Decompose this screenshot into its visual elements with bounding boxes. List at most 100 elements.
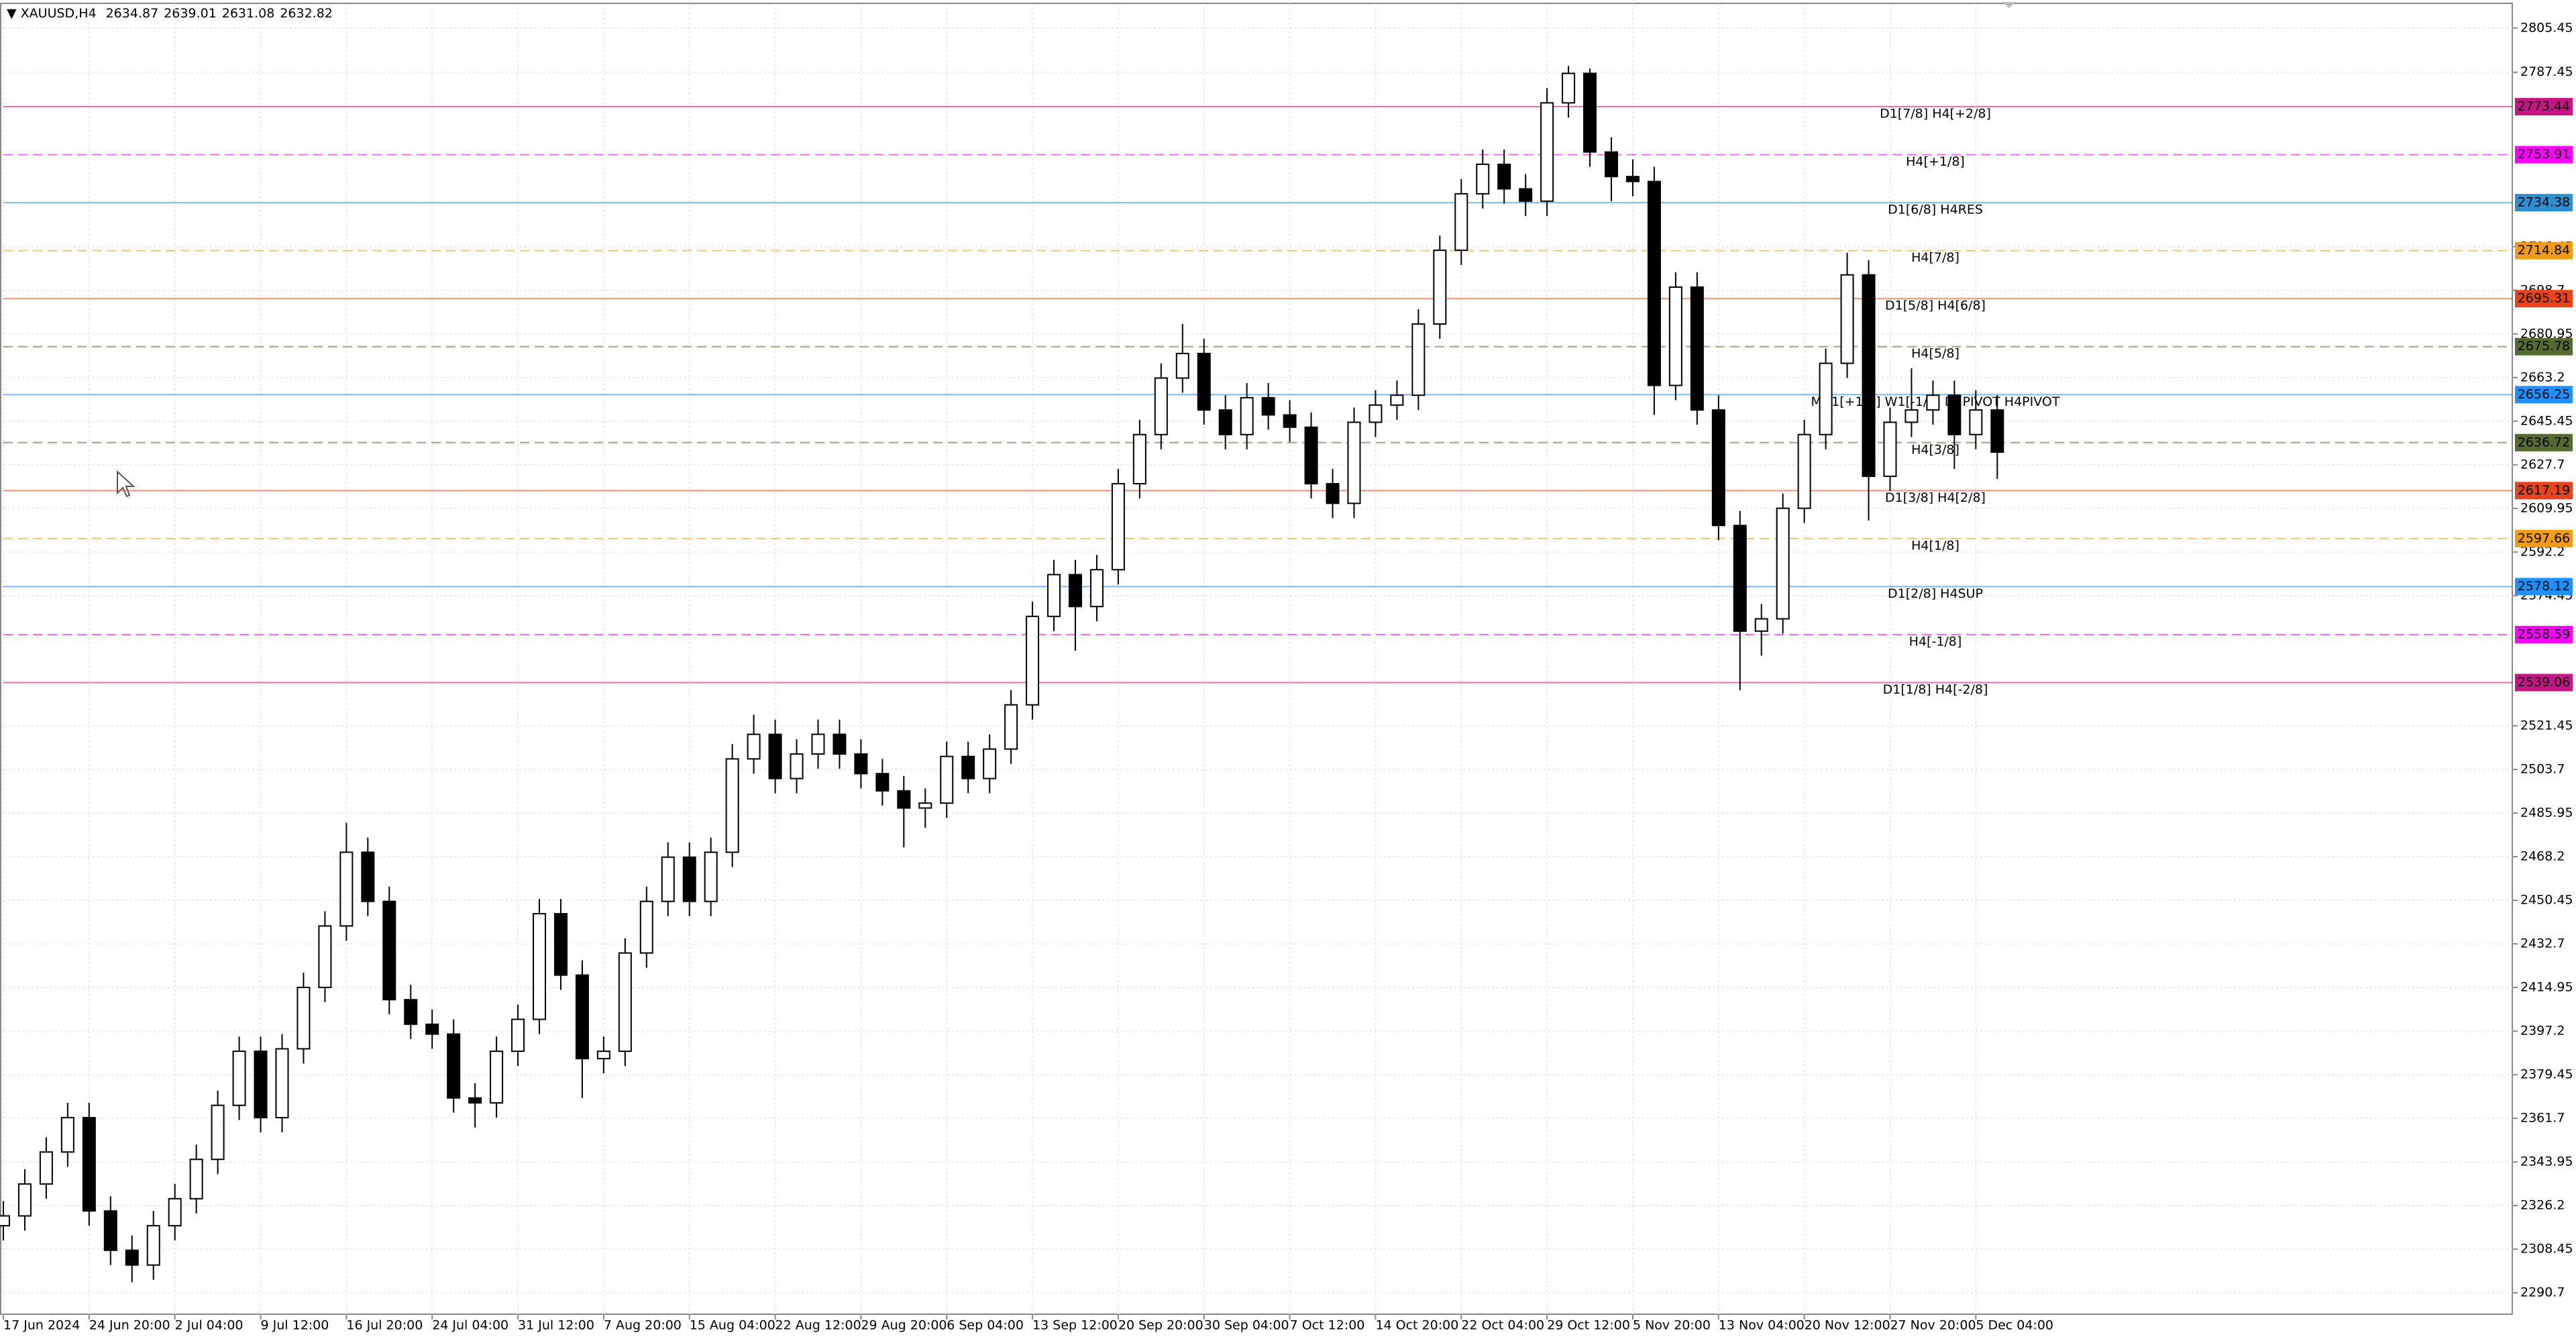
price-box	[2515, 386, 2573, 404]
candle-body	[1347, 421, 1361, 504]
level-label: H4[+1/8]	[1906, 154, 1965, 169]
price-box-label: 2617.19	[2518, 483, 2571, 498]
candle-body	[897, 790, 911, 809]
price-box-label: 2695.31	[2518, 291, 2571, 306]
x-tick-label: 20 Nov 12:00	[1805, 1318, 1890, 1333]
x-tick-label: 29 Aug 20:00	[861, 1318, 947, 1333]
price-box-label: 2539.06	[2518, 675, 2571, 690]
candle-body	[1175, 352, 1189, 379]
x-tick-label: 13 Sep 12:00	[1032, 1318, 1118, 1333]
candle-body	[1969, 409, 1983, 435]
x-tick-label: 9 Jul 12:00	[261, 1318, 329, 1333]
candle-body	[1776, 507, 1790, 620]
candle-body	[1433, 250, 1447, 325]
candle-body	[596, 1051, 610, 1060]
candle-body	[447, 1033, 461, 1099]
candle-body	[168, 1197, 182, 1227]
candle-body	[339, 851, 354, 927]
candle-body	[1304, 426, 1318, 485]
y-tick-label: 2450.45	[2520, 893, 2573, 908]
candle-body	[940, 755, 954, 804]
x-tick-label: 24 Jun 20:00	[89, 1318, 170, 1333]
price-box-label: 2597.66	[2518, 531, 2571, 545]
price-box	[2515, 482, 2573, 500]
candle-body	[1583, 72, 1597, 153]
candle-body	[1283, 414, 1297, 428]
grid	[3, 3, 2512, 1314]
price-box	[2515, 242, 2573, 260]
candle-body	[1904, 409, 1919, 423]
candle-body	[1218, 409, 1232, 435]
candle-body	[639, 900, 653, 954]
symbol: XAUUSD,H4	[21, 6, 97, 21]
candle-body	[146, 1225, 160, 1266]
y-tick-label: 2663.2	[2520, 370, 2565, 384]
candle-body	[468, 1097, 482, 1104]
y-tick-label: 2503.7	[2520, 762, 2565, 777]
x-tick-label: 27 Nov 20:00	[1890, 1318, 1976, 1333]
candle-body	[382, 900, 396, 1001]
candle-body	[60, 1116, 74, 1153]
candle-body	[553, 912, 568, 976]
candle-body	[618, 952, 632, 1053]
x-tick-label: 29 Oct 12:00	[1547, 1318, 1630, 1333]
candle-body	[1089, 569, 1104, 608]
level-label: D1[2/8] H4SUP	[1888, 586, 1983, 601]
y-tick-label: 2468.2	[2520, 849, 2565, 864]
x-tick-label: 22 Oct 04:00	[1461, 1318, 1544, 1333]
candle-body	[875, 773, 890, 792]
x-tick-label: 2 Jul 04:00	[175, 1318, 244, 1333]
candle-body	[1668, 286, 1682, 386]
x-tick-label: 20 Sep 20:00	[1118, 1318, 1203, 1333]
candle-body	[1154, 377, 1168, 435]
high-value: 2639.01	[164, 6, 217, 21]
candle-body	[747, 733, 761, 760]
x-tick-label: 31 Jul 12:00	[518, 1318, 594, 1333]
y-tick-label: 2521.45	[2520, 718, 2573, 733]
y-tick-label: 2326.2	[2520, 1198, 2565, 1213]
y-tick-label: 2290.7	[2520, 1285, 2565, 1300]
candle-body	[1797, 433, 1811, 509]
y-tick-label: 2343.95	[2520, 1155, 2573, 1169]
y-tick-label: 2805.45	[2520, 20, 2573, 35]
price-box-label: 2656.25	[2518, 387, 2571, 402]
candle-body	[1754, 618, 1768, 632]
candle-body	[361, 851, 375, 902]
candle-body	[1947, 394, 1962, 435]
candle-body	[1111, 483, 1125, 571]
menu-arrow: ▼	[7, 6, 21, 21]
candle-body	[1819, 362, 1833, 435]
x-tick-label: 7 Oct 12:00	[1290, 1318, 1365, 1333]
level-label: H4[1/8]	[1911, 538, 1960, 553]
candle-body	[725, 758, 739, 853]
y-tick-label: 2787.45	[2520, 64, 2573, 79]
price-box	[2515, 674, 2573, 692]
candle-body	[790, 753, 804, 780]
level-label: H4[-1/8]	[1909, 634, 1962, 649]
price-box-label: 2578.12	[2518, 579, 2571, 594]
y-tick-label: 2397.2	[2520, 1024, 2565, 1038]
candle-body	[17, 1183, 32, 1217]
candle-body	[39, 1151, 53, 1185]
candle-body	[1562, 72, 1576, 104]
y-tick-label: 2609.95	[2520, 500, 2573, 515]
candle-body	[661, 856, 675, 902]
y-tick-label: 2485.95	[2520, 806, 2573, 820]
candle-body	[1197, 352, 1211, 411]
candle-body	[1733, 525, 1747, 632]
price-box	[2515, 290, 2573, 308]
price-box	[2515, 578, 2573, 596]
candle-body	[1368, 404, 1383, 423]
candle-body	[1411, 323, 1426, 396]
candle-body	[1883, 421, 1897, 478]
candle-body	[833, 733, 847, 755]
candle-body	[533, 912, 546, 1020]
level-label: D1[7/8] H4[+2/8]	[1880, 107, 1991, 121]
candle-body	[961, 755, 975, 780]
price-box-label: 2734.38	[2518, 195, 2571, 210]
level-label: D1[3/8] H4[2/8]	[1885, 490, 1986, 505]
candle-body	[232, 1051, 246, 1106]
level-label: H4[7/8]	[1911, 250, 1960, 265]
candle-body	[1390, 394, 1404, 406]
candle-body	[1026, 615, 1040, 706]
